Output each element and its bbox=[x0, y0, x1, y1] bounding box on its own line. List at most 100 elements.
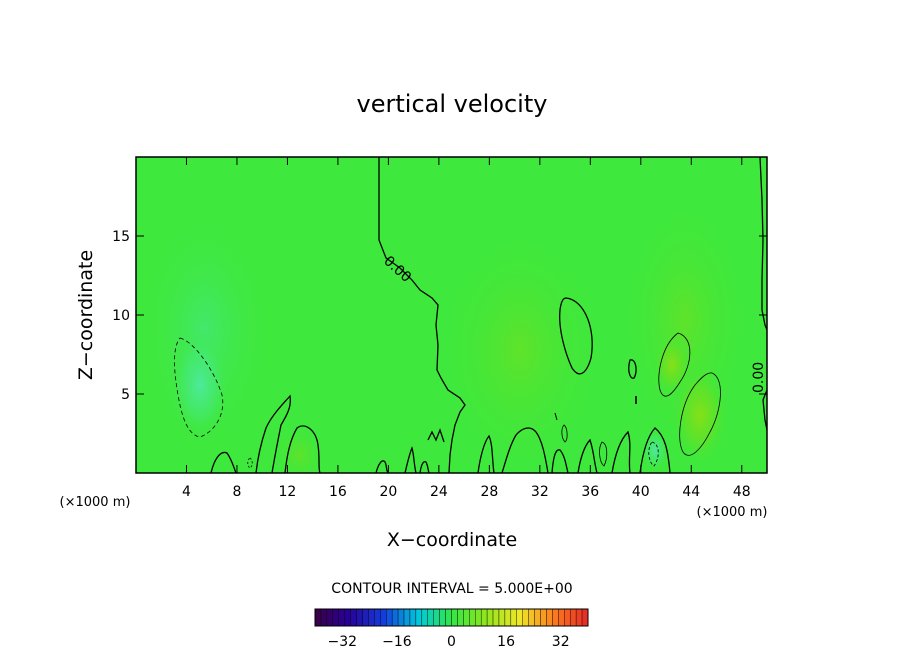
contour-label: 0.00 bbox=[751, 362, 767, 393]
colorbar-cell bbox=[344, 608, 351, 627]
x-tick-label: 36 bbox=[581, 484, 599, 500]
colorbar-tick-label: 16 bbox=[497, 634, 515, 650]
zero-contour bbox=[419, 460, 430, 473]
zero-contour bbox=[611, 430, 631, 473]
x-tick-label: 28 bbox=[480, 484, 498, 500]
colorbar-cell bbox=[522, 608, 529, 627]
field-blob bbox=[641, 428, 669, 472]
colorbar-cell bbox=[569, 608, 577, 627]
colorbar-cell bbox=[397, 608, 405, 627]
x-tick-label: 24 bbox=[430, 484, 448, 500]
field-blob bbox=[672, 365, 728, 465]
colorbar-cell bbox=[498, 608, 506, 627]
zero-contour bbox=[554, 412, 558, 421]
field-blob bbox=[275, 425, 325, 473]
zero-contour bbox=[255, 394, 291, 473]
colorbar-cell bbox=[546, 608, 553, 627]
colorbar-cell bbox=[368, 608, 375, 627]
colorbar-cell bbox=[386, 608, 393, 627]
colorbar-cell bbox=[391, 608, 399, 627]
colorbar-cell bbox=[415, 608, 423, 627]
positive-contour bbox=[679, 372, 721, 456]
colorbar-cell bbox=[433, 608, 440, 627]
x-tick-label: 48 bbox=[733, 484, 751, 500]
x-tick-label: 12 bbox=[279, 484, 297, 500]
x-tick-label: 44 bbox=[682, 484, 700, 500]
colorbar-tick-label: −16 bbox=[382, 634, 412, 650]
colorbar-cell bbox=[427, 608, 434, 627]
x-tick-label: 16 bbox=[329, 484, 347, 500]
colorbar-cell bbox=[564, 608, 571, 627]
colorbar-cell bbox=[445, 608, 452, 627]
zero-contour bbox=[639, 427, 671, 473]
x-tick-label: 40 bbox=[632, 484, 650, 500]
zero-contour bbox=[375, 460, 389, 473]
zero-contour bbox=[427, 428, 445, 443]
chart-title: vertical velocity bbox=[357, 90, 548, 118]
x-axis-label: X−coordinate bbox=[387, 529, 517, 551]
negative-contour bbox=[174, 337, 224, 438]
y-axis-label: Z−coordinate bbox=[75, 250, 97, 380]
colorbar-cell bbox=[356, 608, 363, 627]
plot-area bbox=[136, 157, 767, 473]
x-tick-label: 20 bbox=[379, 484, 397, 500]
colorbar-cell bbox=[558, 608, 565, 627]
colorbar-cell bbox=[516, 608, 523, 627]
colorbar-cell bbox=[451, 608, 458, 627]
colorbar-cell bbox=[486, 608, 494, 627]
colorbar-cell bbox=[575, 608, 583, 627]
colorbar-cell bbox=[320, 608, 328, 627]
colorbar-frame bbox=[314, 608, 589, 627]
colorbar-ticks: −32 −16 0 16 32 bbox=[328, 634, 570, 650]
colorbar-cell bbox=[362, 608, 369, 627]
positive-contour bbox=[658, 332, 691, 397]
zero-contour bbox=[559, 297, 593, 375]
colorbar-cell bbox=[380, 608, 387, 627]
colorbar-cell bbox=[421, 608, 428, 627]
colorbar-cell bbox=[439, 608, 446, 627]
colorbar-tick-label: −32 bbox=[328, 634, 358, 650]
colorbar-cell bbox=[463, 608, 470, 627]
y-tick-label: 10 bbox=[112, 308, 130, 324]
colorbar-cell bbox=[504, 608, 512, 627]
zero-contour bbox=[501, 427, 549, 473]
colorbar-cell bbox=[528, 608, 535, 627]
x-axis-ticks: 4 8 12 16 20 24 28 32 36 40 44 48 bbox=[182, 157, 751, 500]
zero-contour bbox=[628, 359, 637, 379]
colorbar-cell bbox=[581, 608, 589, 627]
colorbar-cell bbox=[510, 608, 517, 627]
x-tick-label: 32 bbox=[531, 484, 549, 500]
zero-contour bbox=[378, 157, 466, 473]
y-tick-label: 15 bbox=[112, 229, 130, 245]
colorbar-cell bbox=[374, 608, 381, 627]
colorbar-cell bbox=[332, 608, 339, 627]
colorbar-cell bbox=[469, 608, 476, 627]
x-unit-left: (×1000 m) bbox=[60, 495, 131, 510]
y-axis-ticks: 5 10 15 bbox=[112, 229, 767, 403]
positive-contour bbox=[561, 424, 568, 443]
colorbar-cell bbox=[326, 608, 334, 627]
zero-contour bbox=[577, 438, 598, 473]
x-unit-right: (×1000 m) bbox=[697, 505, 768, 520]
colorbar-cell bbox=[492, 608, 500, 627]
zero-contour bbox=[762, 389, 767, 431]
colorbar-cell bbox=[480, 608, 488, 627]
negative-contour bbox=[648, 441, 659, 467]
zero-contour bbox=[551, 449, 569, 473]
colorbar-cell bbox=[534, 608, 541, 627]
colorbar-cell bbox=[475, 608, 482, 627]
zero-contour bbox=[759, 157, 767, 331]
colorbar-cell bbox=[540, 608, 547, 627]
x-tick-label: 8 bbox=[232, 484, 241, 500]
colorbar-tick-label: 0 bbox=[447, 634, 456, 650]
contour-interval: CONTOUR INTERVAL = 5.000E+00 bbox=[331, 581, 572, 597]
colorbar-cell bbox=[403, 608, 411, 627]
colorbar-cell bbox=[409, 608, 417, 627]
zero-contour bbox=[404, 446, 417, 473]
colorbar-tick-label: 32 bbox=[552, 634, 570, 650]
zero-contour bbox=[210, 451, 237, 473]
colorbar-cell bbox=[457, 608, 464, 627]
zero-contour bbox=[477, 434, 495, 473]
field-blob bbox=[170, 330, 230, 440]
